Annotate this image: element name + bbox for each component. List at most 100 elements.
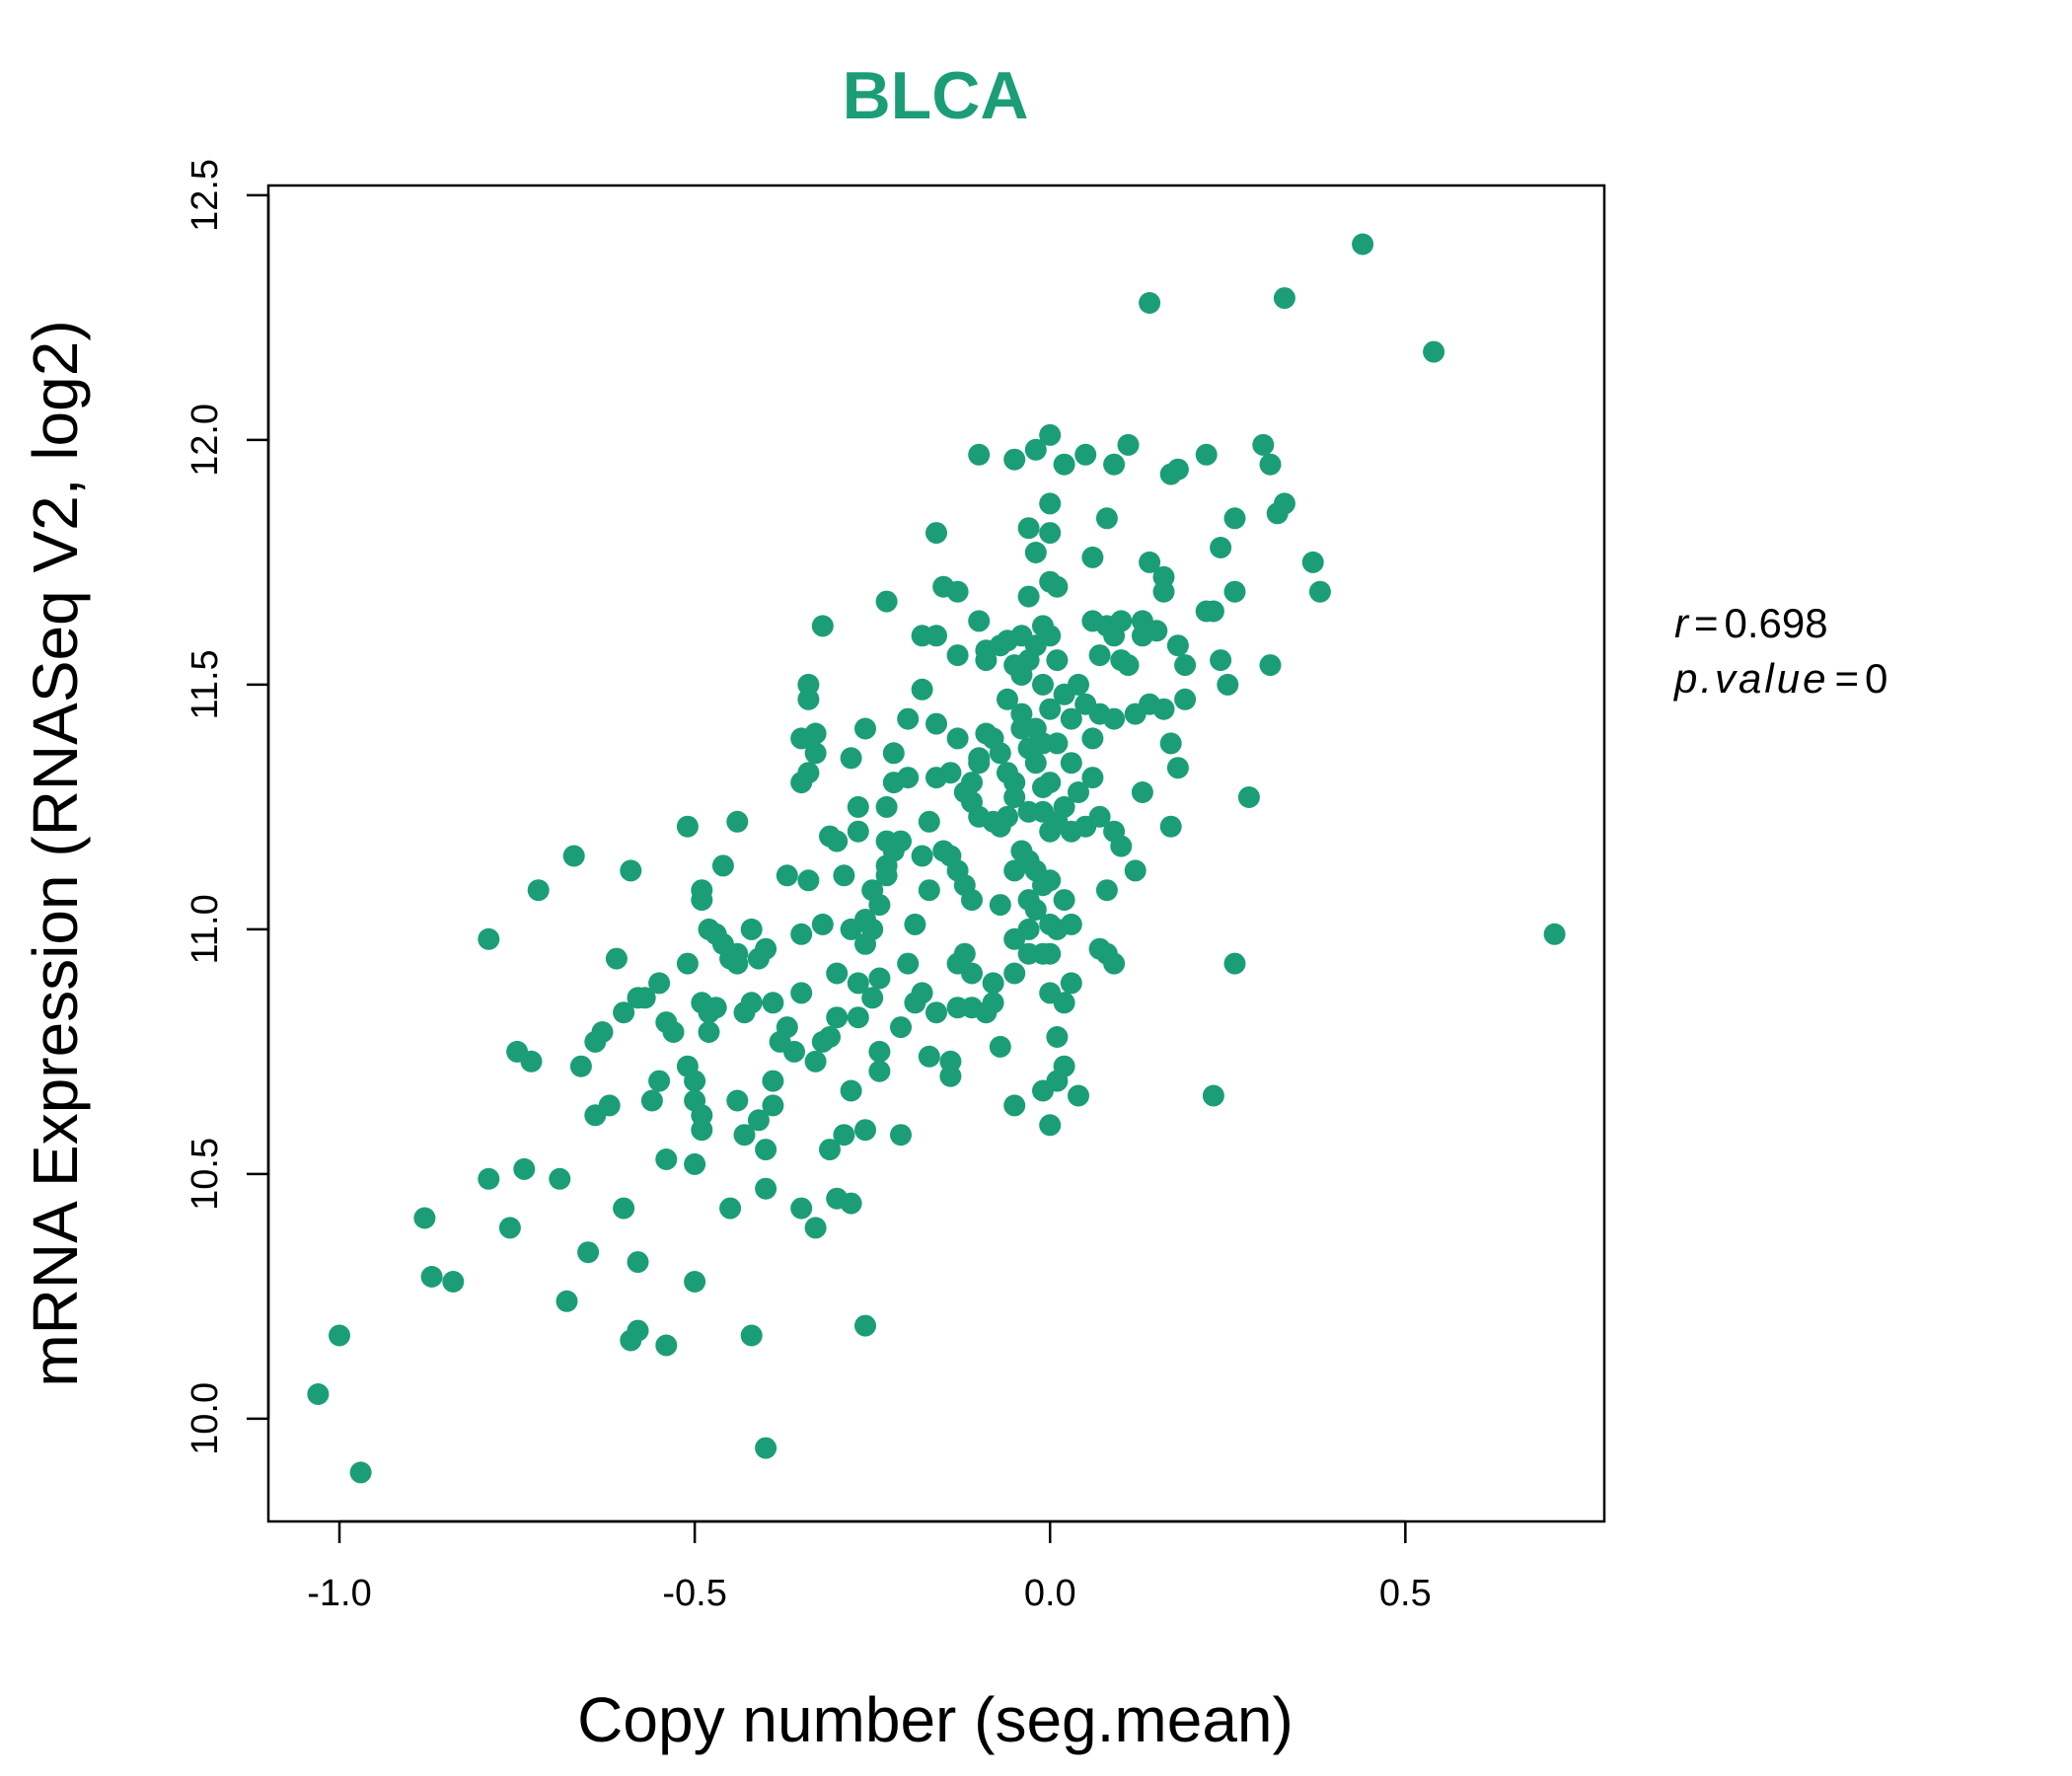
data-point [591, 1021, 614, 1043]
data-point [897, 767, 920, 789]
data-point [811, 615, 834, 637]
data-point [968, 443, 991, 466]
data-point [1068, 673, 1089, 696]
data-point [861, 918, 884, 940]
data-point [527, 879, 550, 902]
data-point [790, 1197, 813, 1220]
data-point [819, 1139, 841, 1161]
data-point [1139, 551, 1161, 573]
data-point [1103, 952, 1126, 975]
data-point [1103, 707, 1126, 730]
data-point [1166, 458, 1189, 481]
x-tick-label: -1.0 [307, 1573, 371, 1614]
data-point [1543, 923, 1566, 945]
x-tick-label: -0.5 [662, 1573, 726, 1614]
data-point [854, 1314, 876, 1337]
data-point [826, 830, 849, 852]
data-point [1003, 962, 1026, 985]
data-point [1053, 889, 1075, 912]
data-point [1039, 423, 1062, 446]
data-point [868, 967, 891, 990]
y-tick-label: 10.0 [185, 1382, 226, 1455]
x-axis: -1.0 -0.5 0.0 0.5 [307, 1519, 1432, 1614]
data-point [1166, 757, 1189, 779]
data-point [648, 972, 671, 995]
data-point [1308, 580, 1331, 603]
x-axis-title: Copy number (seg.mean) [577, 1684, 1294, 1755]
data-point [875, 795, 898, 818]
data-point [329, 1324, 350, 1347]
data-point [1053, 795, 1075, 818]
data-point [811, 913, 834, 935]
data-point [569, 1055, 592, 1077]
p-equals: = [1834, 655, 1859, 702]
data-point [1046, 649, 1069, 672]
data-point [655, 1334, 678, 1357]
y-tick-label: 12.0 [185, 404, 226, 477]
y-tick-label: 11.0 [185, 894, 226, 964]
data-points [307, 233, 1566, 1484]
data-point [939, 1065, 962, 1087]
correlation-annotation: r = 0.698 [1674, 600, 1828, 646]
data-point [733, 1124, 756, 1147]
data-point [1053, 1055, 1075, 1077]
data-point [840, 747, 862, 770]
data-point [1202, 1084, 1224, 1107]
data-point [1024, 542, 1047, 563]
data-point [1017, 585, 1040, 608]
data-point [1146, 620, 1168, 642]
data-point [1060, 913, 1082, 935]
data-point [676, 815, 699, 838]
data-point [627, 1251, 649, 1274]
data-point [726, 810, 749, 833]
data-point [1117, 654, 1140, 677]
data-point [840, 1079, 862, 1102]
data-point [1039, 772, 1062, 794]
data-point [790, 923, 813, 945]
data-point [1223, 580, 1246, 603]
data-point [740, 992, 763, 1014]
data-point [961, 889, 983, 912]
data-point [1039, 1114, 1062, 1137]
data-point [861, 987, 884, 1009]
data-point [555, 1290, 578, 1312]
data-point [804, 1217, 827, 1239]
data-point [684, 1271, 706, 1293]
y-tick-label: 11.5 [185, 649, 226, 719]
data-point [1252, 433, 1275, 456]
data-point [1032, 673, 1054, 696]
data-point [847, 1006, 869, 1029]
data-point [498, 1217, 521, 1239]
data-point [982, 992, 1004, 1014]
data-point [968, 752, 991, 775]
data-point [1273, 287, 1295, 310]
data-point [997, 805, 1018, 828]
data-point [847, 795, 869, 818]
data-point [747, 1109, 770, 1132]
data-point [961, 962, 983, 985]
data-point [890, 1124, 912, 1147]
data-point [982, 972, 1004, 995]
data-point [918, 879, 940, 902]
data-point [953, 942, 976, 965]
data-point [868, 1040, 891, 1063]
data-point [1124, 859, 1147, 882]
data-point [847, 972, 869, 995]
data-point [847, 820, 869, 843]
data-point [698, 1021, 720, 1043]
data-point [726, 1089, 749, 1112]
data-point [989, 894, 1011, 917]
data-point [968, 610, 991, 632]
data-point [478, 1167, 500, 1190]
data-point [1110, 835, 1133, 857]
data-point [1039, 942, 1062, 965]
data-point [833, 1124, 855, 1147]
data-point [762, 1094, 784, 1117]
data-point [577, 1241, 600, 1264]
data-point [897, 707, 920, 730]
data-point [1017, 918, 1040, 940]
data-point [1074, 443, 1097, 466]
data-point [1174, 688, 1197, 710]
data-point [797, 673, 820, 696]
data-point [413, 1207, 436, 1229]
